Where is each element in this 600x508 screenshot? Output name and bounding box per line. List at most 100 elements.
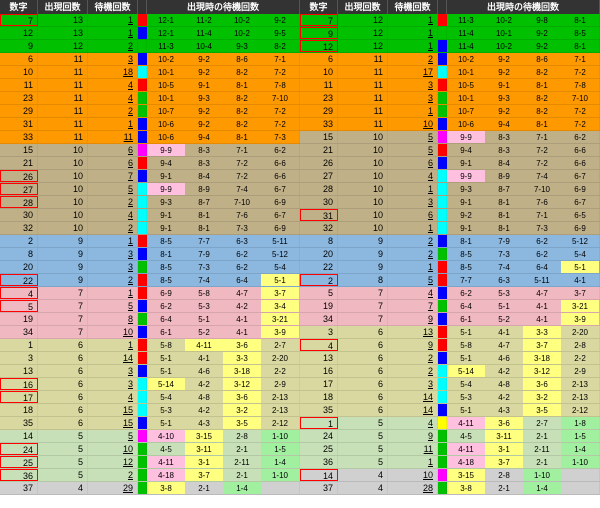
wait-cell: 5-1 <box>261 274 299 286</box>
wait-cells: 6-25-34-73-7 <box>447 287 600 299</box>
table-row: 255124-113-12-111-4 <box>0 456 300 469</box>
wait-cell: 7-3 <box>261 131 299 143</box>
cell-appear: 10 <box>338 157 388 169</box>
cell-wait: 2 <box>388 53 438 65</box>
cell-num: 22 <box>300 261 338 273</box>
cell-num: 34 <box>0 326 38 338</box>
wait-cell: 3-8 <box>147 482 185 494</box>
wait-cells: 5-14-33-52-12 <box>147 417 300 429</box>
wait-cells: 3-82-11-4 <box>447 482 600 494</box>
table-row: 374283-82-11-4 <box>300 482 600 495</box>
wait-cells: 10-19-28-27-2 <box>447 66 600 78</box>
wait-cell: 9-4 <box>147 157 185 169</box>
wait-cell: 1-5 <box>261 443 299 455</box>
cell-wait: 1 <box>88 287 138 299</box>
wait-cell: 2-9 <box>261 378 299 390</box>
cell-num: 2 <box>300 274 338 286</box>
cell-num: 37 <box>300 482 338 494</box>
wait-cell: 11-4 <box>185 27 223 39</box>
wait-cell: 3-15 <box>185 430 223 442</box>
color-bar <box>438 79 447 91</box>
table-row: 255114-113-12-111-4 <box>300 443 600 456</box>
table-row: 2311410-19-38-27-10 <box>0 92 300 105</box>
table-row: 4695-84-73-72-8 <box>300 339 600 352</box>
cell-appear: 10 <box>338 209 388 221</box>
cell-appear: 11 <box>38 53 88 65</box>
cell-num: 6 <box>300 53 338 65</box>
wait-cell: 2-12 <box>561 404 599 416</box>
wait-cells: 5-44-83-62-13 <box>447 378 600 390</box>
wait-cells: 9-38-77-106-9 <box>147 196 300 208</box>
wait-cells: 5-14-13-32-20 <box>147 352 300 364</box>
wait-cell: 1-4 <box>261 456 299 468</box>
cell-appear: 10 <box>38 209 88 221</box>
cell-num: 32 <box>0 222 38 234</box>
color-bar <box>138 14 147 26</box>
cell-num: 37 <box>0 482 38 494</box>
color-bar <box>438 144 447 156</box>
wait-cells: 5-34-23-22-13 <box>447 391 600 403</box>
wait-cell: 7-2 <box>261 66 299 78</box>
wait-cell: 5-8 <box>447 339 485 351</box>
color-bar <box>438 365 447 377</box>
cell-appear: 12 <box>338 27 388 39</box>
color-bar <box>138 365 147 377</box>
wait-cell: 4-1 <box>223 313 261 325</box>
wait-cell: 3-2 <box>523 391 561 403</box>
cell-num: 27 <box>0 183 38 195</box>
cell-num: 24 <box>0 443 38 455</box>
cell-appear: 7 <box>38 300 88 312</box>
wait-cell: 9-2 <box>485 53 523 65</box>
wait-cell: 7-2 <box>561 118 599 130</box>
color-bar <box>438 131 447 143</box>
cell-wait: 2 <box>88 196 138 208</box>
cell-appear: 11 <box>38 118 88 130</box>
wait-cell: 5-11 <box>261 235 299 247</box>
wait-cell: 6-2 <box>447 287 485 299</box>
wait-cell: 8-9 <box>185 183 223 195</box>
cell-wait: 14 <box>388 404 438 416</box>
wait-cell: 7-1 <box>223 144 261 156</box>
color-bar <box>138 430 147 442</box>
cell-wait: 1 <box>388 261 438 273</box>
wait-cell: 8-5 <box>561 27 599 39</box>
table-row: 271049-98-97-46-7 <box>300 170 600 183</box>
wait-cell: 5-8 <box>147 339 185 351</box>
cell-num: 11 <box>0 79 38 91</box>
cell-appear: 10 <box>338 196 388 208</box>
wait-cells: 9-48-37-26-6 <box>447 144 600 156</box>
wait-cells: 5-144-23-122-9 <box>447 365 600 377</box>
table-row: 2918-57-76-35-11 <box>0 235 300 248</box>
wait-cell: 3-5 <box>523 404 561 416</box>
wait-cells: 10-19-28-27-2 <box>147 66 300 78</box>
wait-cells: 11-410-19-28-5 <box>447 27 600 39</box>
wait-cell: 9-3 <box>147 196 185 208</box>
wait-cell: 7-1 <box>561 53 599 65</box>
color-bar <box>438 482 447 494</box>
wait-cell: 6-3 <box>223 235 261 247</box>
wait-cells: 8-57-46-45-1 <box>447 261 600 273</box>
cell-num: 24 <box>300 430 338 442</box>
cell-num: 7 <box>300 14 338 26</box>
wait-cell: 9-3 <box>485 92 523 104</box>
cell-num: 5 <box>300 287 338 299</box>
wait-cell: 4-3 <box>185 417 223 429</box>
cell-num: 35 <box>300 404 338 416</box>
wait-cell: 8-5 <box>447 261 485 273</box>
color-bar <box>438 66 447 78</box>
wait-cell: 10-2 <box>147 53 185 65</box>
table-row: 19786-45-14-13-21 <box>0 313 300 326</box>
table-row: 17635-44-83-62-13 <box>300 378 600 391</box>
header-num: 数字 <box>0 0 38 14</box>
wait-cell: 7-3 <box>485 248 523 260</box>
table-row: 2311310-19-38-27-10 <box>300 92 600 105</box>
table-row: 14554-103-152-81-10 <box>0 430 300 443</box>
color-bar <box>138 170 147 182</box>
cell-num: 14 <box>0 430 38 442</box>
table-row: 321019-18-17-36-9 <box>300 222 600 235</box>
wait-cell: 6-2 <box>147 300 185 312</box>
wait-cell: 6-4 <box>447 300 485 312</box>
wait-cells: 4-103-152-81-10 <box>147 430 300 442</box>
color-bar <box>438 352 447 364</box>
cell-appear: 7 <box>38 313 88 325</box>
